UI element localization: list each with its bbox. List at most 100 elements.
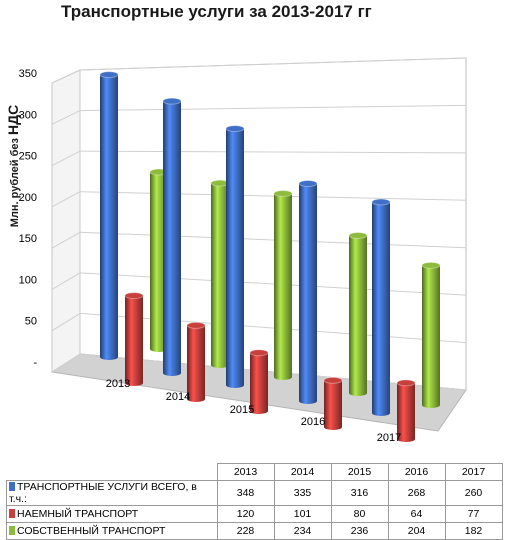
table-year-header: 2015 <box>330 463 389 481</box>
bar-base-2014-0 <box>163 370 181 376</box>
y-tick-label: - <box>33 357 37 369</box>
bar-cap-2016-2 <box>348 231 368 239</box>
table-corner-cell <box>6 463 218 481</box>
bar-cap-2013-1 <box>124 292 144 300</box>
gridline-side <box>51 353 81 373</box>
bar-base-2013-0 <box>100 354 118 360</box>
table-cell: 204 <box>387 522 446 540</box>
bar-2016-1 <box>324 380 342 427</box>
y-tick-label: 300 <box>19 109 37 121</box>
bar-2015-2 <box>274 193 292 377</box>
bar-2014-2 <box>211 183 229 365</box>
table-header-row: 2013 2014 2015 2016 2017 <box>6 463 503 481</box>
bar-base-2017-1 <box>397 436 415 442</box>
bar-cap-2014-0 <box>162 97 182 105</box>
bar-2013-0 <box>100 74 118 357</box>
gridline <box>79 104 467 112</box>
series-name-total: ТРАНСПОРТНЫЕ УСЛУГИ ВСЕГО, в т.ч.: <box>9 481 197 505</box>
bar-base-2015-1 <box>250 408 268 414</box>
bar-cap-2014-1 <box>186 321 206 329</box>
gridline <box>79 150 467 154</box>
bar-cap-2015-1 <box>249 349 269 357</box>
table-cell: 348 <box>216 480 275 506</box>
series-name-own: СОБСТВЕННЫЙ ТРАНСПОРТ <box>17 525 166 537</box>
y-tick-label: 150 <box>19 233 37 245</box>
chart-title: Транспортные услуги за 2013-2017 гг <box>61 2 372 21</box>
gridline <box>79 272 467 296</box>
bar-2016-2 <box>349 235 367 393</box>
chart-plot: 350 300 250 200 150 100 50 - 2013 2014 2015 2016 201… <box>19 57 467 444</box>
bar-2017-2 <box>422 265 440 405</box>
table-row: НАЕМНЫЙ ТРАНСПОРТ 120 101 80 64 77 <box>6 505 503 523</box>
legend-swatch-own <box>9 526 15 535</box>
table-cell: 335 <box>273 480 332 506</box>
bar-cap-2016-1 <box>323 376 343 384</box>
x-tick-label: 2013 <box>106 378 130 390</box>
series-name-hired: НАЕМНЫЙ ТРАНСПОРТ <box>17 508 139 520</box>
gridline-side <box>51 150 81 167</box>
bar-cap-2015-0 <box>225 125 245 133</box>
table-row: СОБСТВЕННЫЙ ТРАНСПОРТ 228 234 236 204 18… <box>6 522 503 540</box>
x-tick-label: 2017 <box>377 432 401 444</box>
table-cell: 120 <box>216 505 275 523</box>
bar-2014-0 <box>163 101 181 374</box>
bar-cap-2017-2 <box>421 261 441 269</box>
bar-base-2016-2 <box>349 390 367 396</box>
bar-base-2015-0 <box>226 382 244 388</box>
table-cell: 268 <box>387 480 446 506</box>
table-year-header: 2017 <box>444 463 503 481</box>
gridline-side <box>51 272 81 290</box>
bar-base-2016-1 <box>324 424 342 430</box>
gridline-side <box>51 313 81 332</box>
gridline <box>79 231 467 249</box>
x-tick-label: 2015 <box>230 404 254 416</box>
bar-base-2016-0 <box>299 398 317 404</box>
table-cell: 101 <box>273 505 332 523</box>
bar-2014-1 <box>187 325 205 399</box>
table-cell: 80 <box>330 505 389 523</box>
bar-2013-1 <box>125 295 143 383</box>
bar-cap-2013-0 <box>99 71 119 79</box>
table-cell: 77 <box>444 505 503 523</box>
table-cell: 64 <box>387 505 446 523</box>
bar-base-2013-1 <box>125 380 143 386</box>
legend-swatch-hired <box>9 509 15 518</box>
bar-base-2017-0 <box>372 410 390 416</box>
bar-2017-0 <box>372 202 390 413</box>
table-cell: 260 <box>444 480 503 506</box>
bar-base-2014-2 <box>211 362 229 368</box>
table-cell: 316 <box>330 480 389 506</box>
bar-cap-2015-2 <box>273 190 293 198</box>
table-cell: 228 <box>216 522 275 540</box>
bar-2015-0 <box>226 128 244 386</box>
table-cell: 182 <box>444 522 503 540</box>
gridline <box>79 312 467 344</box>
bar-2015-1 <box>250 352 268 411</box>
gridline <box>79 191 467 201</box>
table-cell: 236 <box>330 522 389 540</box>
table-series-label: НАЕМНЫЙ ТРАНСПОРТ <box>6 505 218 523</box>
bar-cap-2017-0 <box>371 198 391 206</box>
y-tick-label: 50 <box>25 316 37 328</box>
y-tick-label: 100 <box>19 274 37 286</box>
table-series-label: ТРАНСПОРТНЫЕ УСЛУГИ ВСЕГО, в т.ч.: <box>6 480 218 506</box>
legend-swatch-total <box>9 482 15 491</box>
bar-base-2014-1 <box>187 396 205 402</box>
table-year-header: 2016 <box>387 463 446 481</box>
y-tick-label: 250 <box>19 151 37 163</box>
y-tick-label: 200 <box>19 192 37 204</box>
x-tick-label: 2016 <box>301 416 325 428</box>
y-tick-label: 350 <box>19 68 37 80</box>
bar-2016-0 <box>299 183 317 401</box>
x-tick-label: 2014 <box>166 391 190 403</box>
bar-cap-2017-1 <box>396 379 416 387</box>
gridline-side <box>51 69 81 84</box>
table-cell: 234 <box>273 522 332 540</box>
side-wall <box>51 69 81 373</box>
table-series-label: СОБСТВЕННЫЙ ТРАНСПОРТ <box>6 522 218 540</box>
bar-base-2017-2 <box>422 402 440 408</box>
table-row: ТРАНСПОРТНЫЕ УСЛУГИ ВСЕГО, в т.ч.: 348 3… <box>6 480 503 506</box>
data-table: 2013 2014 2015 2016 2017 ТРАНСПОРТНЫЕ УС… <box>6 463 503 540</box>
table-year-header: 2014 <box>273 463 332 481</box>
gridline-side <box>51 110 81 125</box>
